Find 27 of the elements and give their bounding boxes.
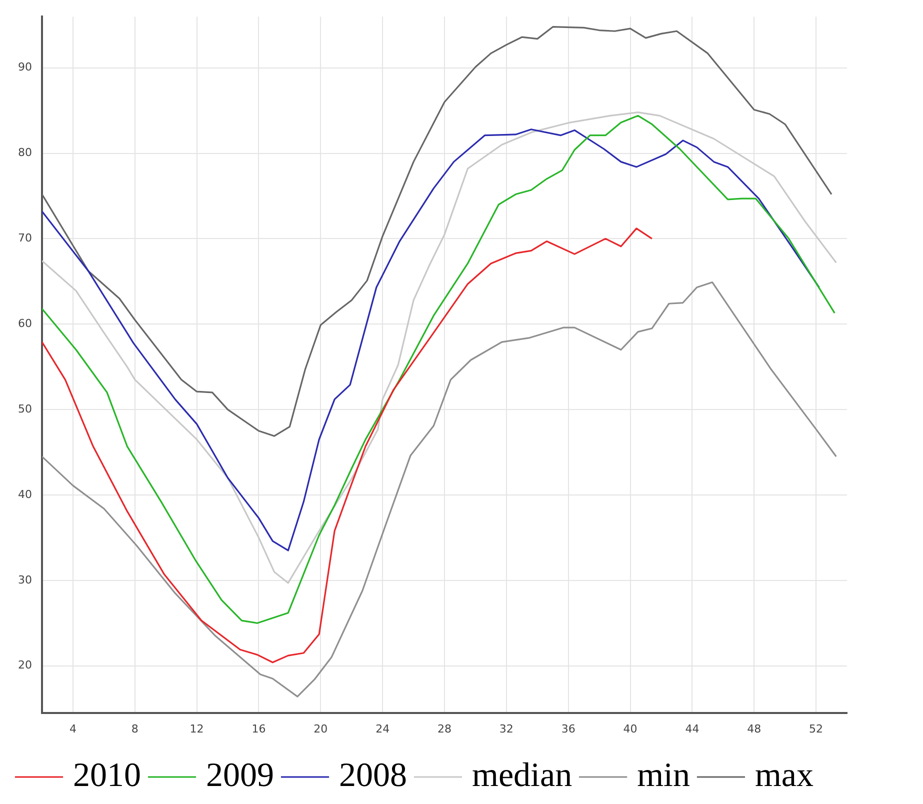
x-tick-label: 32 [499, 722, 514, 736]
x-tick-label: 12 [190, 722, 204, 736]
x-tick-label: 16 [252, 722, 266, 736]
x-tick-label: 52 [809, 722, 824, 736]
y-tick-label: 50 [18, 402, 32, 416]
y-tick-label: 70 [18, 232, 32, 245]
legend-label: median [472, 756, 572, 794]
y-tick-label: 30 [18, 573, 32, 586]
x-tick-label: 40 [623, 722, 638, 736]
x-tick-label: 8 [131, 722, 138, 736]
y-tick-label: 90 [18, 60, 32, 74]
x-tick-label: 28 [438, 722, 452, 736]
y-tick-label: 60 [18, 316, 32, 330]
y-tick-label: 80 [18, 146, 32, 160]
x-tick-label: 20 [314, 722, 328, 736]
legend-label: 2010 [73, 756, 141, 794]
x-tick-label: 24 [376, 722, 390, 736]
x-tick-label: 44 [685, 722, 700, 736]
y-tick-label: 20 [18, 658, 32, 672]
x-tick-label: 36 [561, 722, 576, 736]
legend-label: max [754, 756, 814, 794]
legend-label: min [637, 756, 690, 794]
x-tick-label: 4 [69, 722, 76, 736]
x-tick-label: 48 [747, 722, 762, 736]
legend-label: 2009 [206, 756, 274, 794]
y-tick-label: 40 [18, 488, 32, 501]
legend-label: 2008 [339, 756, 407, 794]
